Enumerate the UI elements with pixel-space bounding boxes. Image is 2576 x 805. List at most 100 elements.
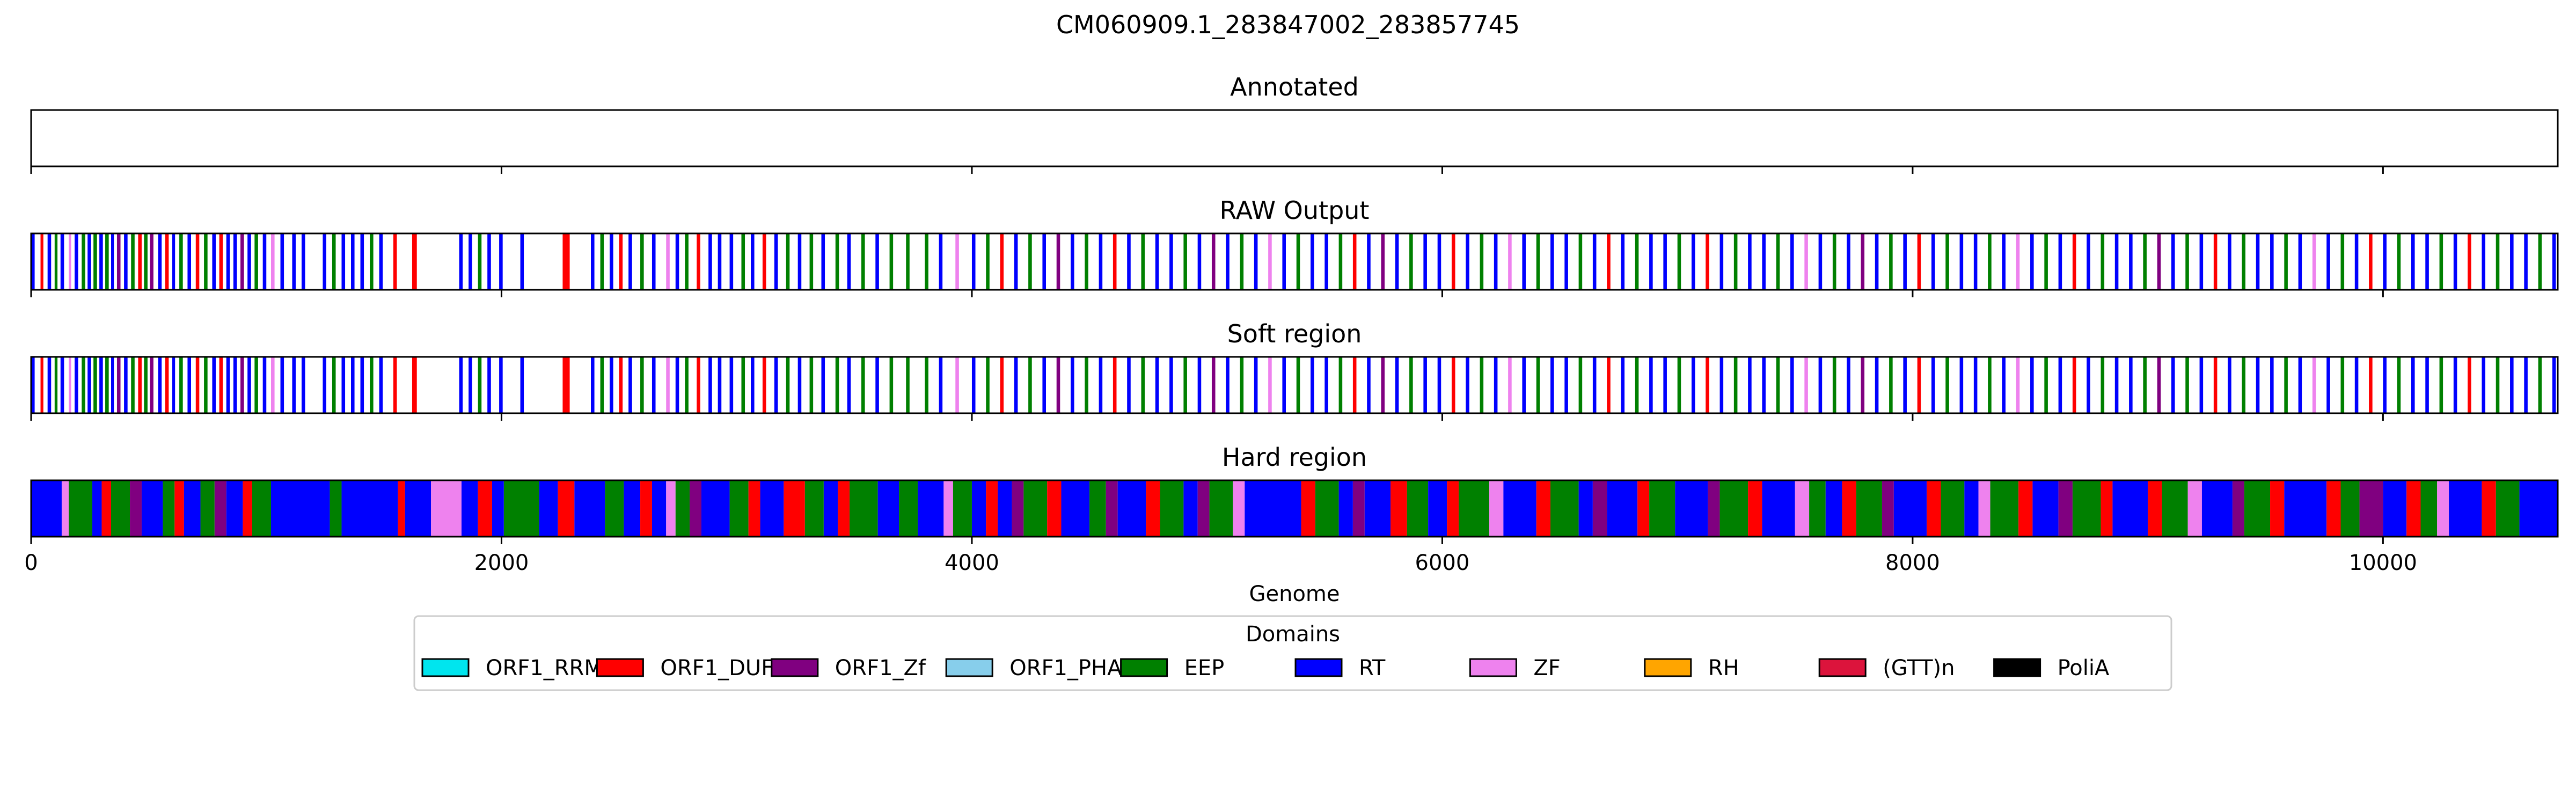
domain-segment (1071, 233, 1074, 290)
domain-segment (1875, 357, 1879, 413)
domain-segment (729, 480, 749, 537)
domain-segment (741, 233, 745, 290)
domain-segment (1423, 233, 1427, 290)
legend-swatch (771, 658, 819, 677)
domain-segment (1508, 233, 1512, 290)
domain-segment (1663, 357, 1667, 413)
domain-segment (762, 233, 766, 290)
domain-segment (718, 233, 722, 290)
domain-segment (1141, 357, 1145, 413)
domain-segment (986, 357, 990, 413)
domain-segment (1127, 357, 1131, 413)
domain-segment (469, 357, 472, 413)
domain-segment (2030, 357, 2034, 413)
domain-segment (520, 233, 524, 290)
domain-segment (1407, 480, 1429, 537)
domain-segment (1117, 480, 1146, 537)
domain-segment (1089, 480, 1106, 537)
domain-segment (461, 480, 478, 537)
domain-segment (2406, 480, 2421, 537)
domain-segment (370, 233, 374, 290)
domain-segment (172, 357, 175, 413)
domain-segment (1522, 357, 1526, 413)
domain-segment (1550, 233, 1554, 290)
domain-segment (360, 233, 364, 290)
domain-segment (1978, 480, 1990, 537)
domain-segment (2340, 480, 2360, 537)
domain-segment (150, 357, 153, 413)
domain-segment (2044, 233, 2048, 290)
figure-title: CM060909.1_283847002_283857745 (1056, 10, 1520, 39)
domain-segment (1536, 480, 1551, 537)
track-title: RAW Output (1220, 196, 1370, 225)
domain-segment (280, 357, 284, 413)
domain-segment (628, 233, 632, 290)
legend-label: ORF1_RRM (486, 656, 603, 680)
domain-segment (2359, 480, 2383, 537)
domain-segment (2270, 480, 2285, 537)
domain-segment (2162, 480, 2188, 537)
domain-segment (1564, 357, 1568, 413)
domain-segment (2468, 233, 2471, 290)
domain-segment (323, 357, 326, 413)
x-axis-label: Genome (1249, 582, 1340, 606)
domain-segment (2058, 357, 2062, 413)
domain-segment (2187, 480, 2202, 537)
domain-segment (1233, 480, 1245, 537)
domain-segment (1099, 357, 1103, 413)
domain-segment (271, 357, 275, 413)
track-frame (30, 356, 2559, 414)
domain-segment (1762, 233, 1766, 290)
domain-segment (1578, 233, 1583, 290)
domain-segment (240, 233, 244, 290)
domain-segment (332, 357, 336, 413)
domain-segment (214, 480, 226, 537)
domain-segment (2340, 233, 2345, 290)
domain-segment (2453, 357, 2457, 413)
domain-segment (1973, 357, 1978, 413)
legend-label: (GTT)n (1883, 656, 1955, 680)
domain-segment (1211, 233, 1216, 290)
domain-segment (835, 357, 839, 413)
domain-segment (2201, 480, 2233, 537)
domain-segment (2114, 233, 2119, 290)
domain-segment (1099, 233, 1103, 290)
domain-segment (174, 480, 184, 537)
domain-segment (1023, 480, 1048, 537)
domain-segment (1480, 233, 1484, 290)
domain-segment (2032, 480, 2059, 537)
domain-segment (1927, 480, 1941, 537)
domain-segment (751, 233, 755, 290)
domain-segment (226, 480, 243, 537)
domain-segment (640, 233, 644, 290)
domain-segment (729, 233, 734, 290)
domain-segment (1183, 480, 1198, 537)
domain-segment (1889, 357, 1893, 413)
domain-segment (1733, 357, 1738, 413)
domain-segment (2018, 480, 2033, 537)
domain-segment (1637, 480, 1650, 537)
domain-segment (2524, 357, 2528, 413)
domain-segment (2129, 233, 2133, 290)
domain-segment (574, 480, 605, 537)
domain-segment (2242, 233, 2246, 290)
legend-swatch (421, 658, 470, 677)
domain-segment (1160, 480, 1184, 537)
domain-segment (60, 357, 64, 413)
domain-segment (2213, 357, 2218, 413)
domain-segment (1931, 233, 1935, 290)
domain-segment (351, 233, 355, 290)
domain-segment (172, 233, 175, 290)
domain-segment (1254, 357, 1258, 413)
domain-segment (204, 233, 208, 290)
domain-segment (2016, 357, 2020, 413)
domain-segment (47, 357, 52, 413)
domain-segment (640, 357, 644, 413)
domain-segment (1917, 233, 1921, 290)
domain-segment (797, 233, 802, 290)
domain-segment (459, 233, 463, 290)
domain-segment (69, 480, 92, 537)
domain-segment (1197, 357, 1202, 413)
domain-segment (1795, 480, 1810, 537)
domain-segment (1536, 357, 1540, 413)
